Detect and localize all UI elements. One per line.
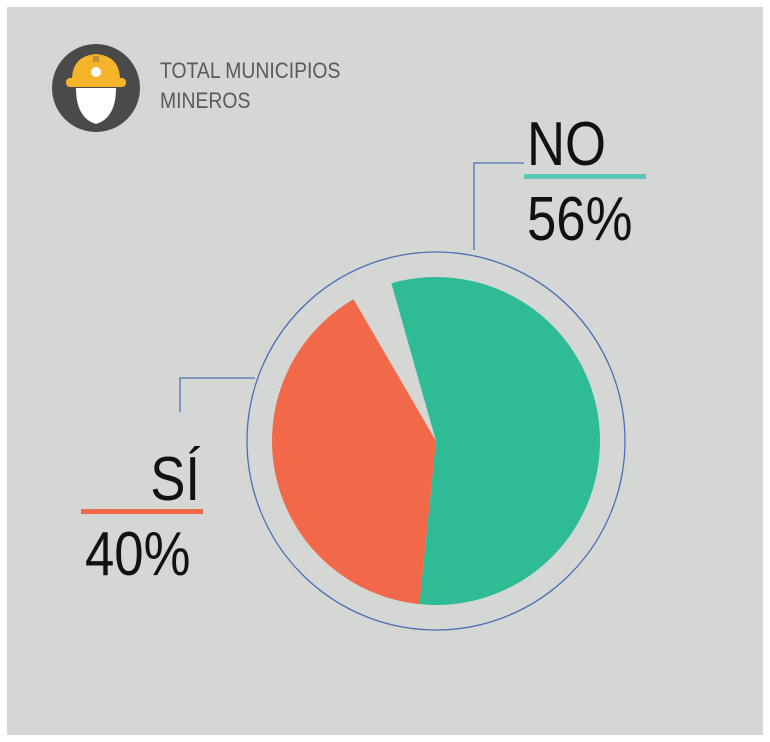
category-label: SÍ <box>150 445 200 514</box>
chart-title: TOTAL MUNICIPIOS MINEROS <box>160 58 341 113</box>
leader-line <box>179 377 255 412</box>
category-label: NO <box>527 110 606 179</box>
miner-icon <box>52 44 140 132</box>
leader-line <box>473 162 524 250</box>
pie-slice <box>271 299 436 605</box>
label-underline <box>81 509 203 514</box>
outer-ring <box>246 251 626 631</box>
label-underline <box>524 174 646 179</box>
value-label: 40% <box>85 520 190 589</box>
pie-slice <box>391 277 600 606</box>
value-label: 56% <box>527 185 632 254</box>
pie <box>271 277 600 606</box>
